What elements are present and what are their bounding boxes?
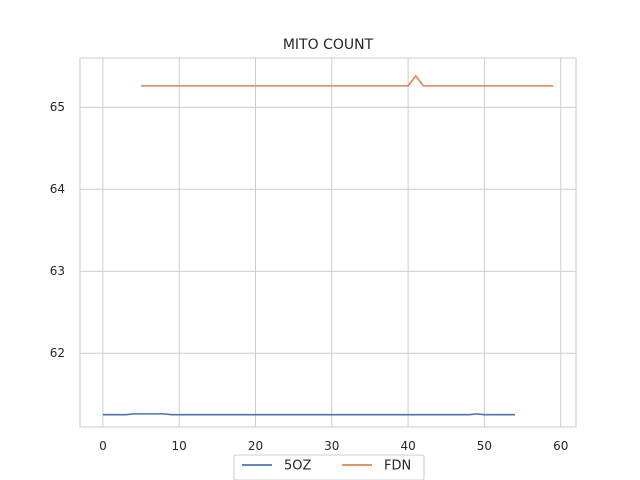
- x-tick-label: 30: [324, 439, 339, 453]
- y-tick-label: 65: [50, 100, 65, 114]
- y-axis: 62 63 64 65: [50, 100, 65, 360]
- series-layer: [102, 75, 554, 416]
- x-tick-label: 10: [172, 439, 187, 453]
- x-tick-label: 60: [553, 439, 568, 453]
- legend: 5OZ FDN: [233, 454, 425, 480]
- legend-label-5oz: 5OZ: [284, 459, 312, 474]
- x-tick-label: 20: [248, 439, 263, 453]
- x-tick-label: 0: [99, 439, 107, 453]
- x-axis: 0 10 20 30 40 50 60: [99, 439, 568, 453]
- chart-title: MITO COUNT: [283, 37, 374, 53]
- series-line-fdn: [141, 75, 554, 87]
- plot-area: [79, 57, 577, 428]
- y-tick-label: 62: [50, 346, 65, 360]
- x-tick-label: 50: [477, 439, 492, 453]
- grid: [80, 58, 576, 427]
- legend-box: [233, 454, 425, 480]
- legend-label-fdn: FDN: [384, 459, 411, 474]
- series-line-5oz: [102, 413, 515, 416]
- y-tick-label: 63: [50, 264, 65, 278]
- y-tick-label: 64: [50, 182, 65, 196]
- x-tick-label: 40: [400, 439, 415, 453]
